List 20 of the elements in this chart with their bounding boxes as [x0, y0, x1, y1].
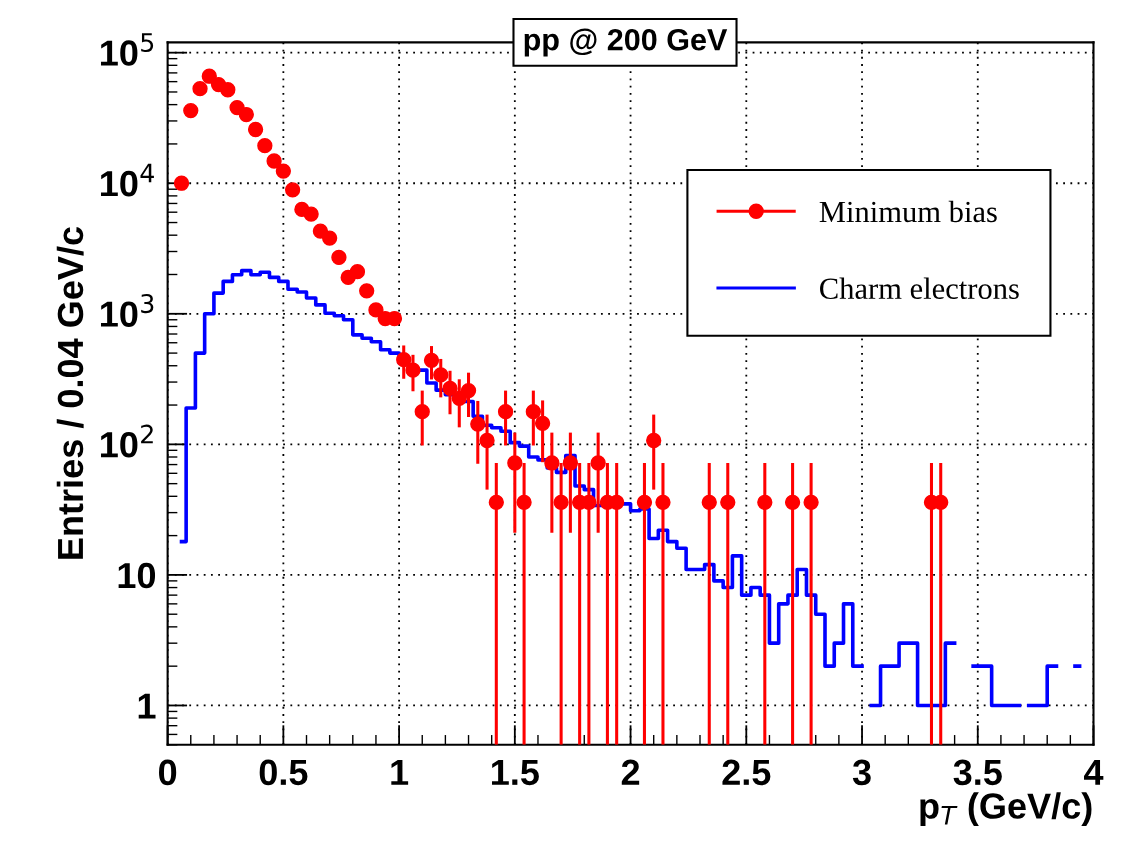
legend-label: Charm electrons: [820, 277, 1019, 300]
y-axis-title: Entries / 0.04 GeV/c: [56, 227, 84, 559]
legend-label: Minimum bias: [819, 200, 997, 223]
x-tick-label: 2.5: [722, 759, 771, 786]
x-tick-label: 3: [852, 759, 871, 786]
x-tick-label: 2: [621, 759, 640, 785]
x-axis-title: p$_{T}$ (GeV/c): [920, 792, 1092, 826]
y-tick-label: 10$^{4}$: [101, 163, 154, 197]
y-tick-label: 10: [118, 562, 156, 589]
x-tick-label: 1: [391, 759, 409, 785]
x-tick-label: 0: [159, 759, 177, 786]
chart-title: pp @ 200 GeV: [524, 28, 728, 57]
x-tick-label: 1.5: [492, 759, 539, 786]
x-tick-label: 4: [1084, 759, 1104, 785]
y-tick-label: 10$^{3}$: [101, 294, 154, 327]
y-tick-label: 10$^{5}$: [101, 33, 154, 66]
y-tick-label: 10$^{2}$: [101, 424, 153, 458]
y-tick-label: 1: [138, 693, 156, 719]
x-tick-label: 3.5: [953, 759, 1002, 786]
x-tick-label: 0.5: [259, 759, 308, 786]
